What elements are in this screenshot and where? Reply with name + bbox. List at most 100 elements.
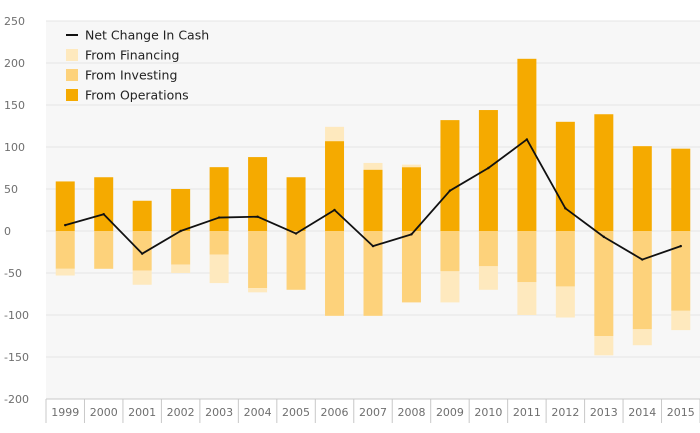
net-change-point [64, 223, 67, 227]
bar-from-operations [325, 141, 345, 231]
bar-from-financing [209, 254, 229, 284]
bar-from-operations [55, 181, 75, 231]
x-tick-label: 2006 [321, 406, 349, 419]
x-tick-label: 2002 [167, 406, 195, 419]
y-tick-label: 150 [4, 99, 25, 112]
bar-from-operations [555, 121, 575, 231]
bar-from-financing [478, 266, 498, 290]
legend-swatch-from-investing [66, 69, 78, 81]
bar-from-investing [248, 231, 268, 289]
bar-from-operations [517, 58, 537, 231]
y-tick-label: 200 [4, 57, 25, 70]
bar-from-operations [478, 110, 498, 231]
net-change-point [602, 235, 606, 239]
net-change-point [140, 252, 144, 255]
bar-from-financing [248, 288, 268, 293]
bar-from-investing [209, 231, 229, 255]
bar-from-investing [94, 231, 114, 269]
bar-from-operations [286, 177, 306, 231]
x-tick-label: 2010 [474, 406, 502, 419]
x-tick-label: 2001 [128, 406, 156, 419]
x-tick-label: 2008 [397, 406, 425, 419]
bar-from-investing [325, 231, 345, 316]
bar-from-operations [94, 177, 114, 231]
bar-from-investing [401, 231, 421, 303]
x-tick-label: 2004 [244, 406, 272, 419]
bar-from-operations [248, 157, 268, 231]
y-tick-label: 100 [4, 141, 25, 154]
bar-from-operations [363, 169, 383, 231]
x-tick-label: 2011 [513, 406, 541, 419]
bar-from-financing [671, 310, 691, 331]
bar-from-financing [401, 164, 421, 168]
bar-from-investing [632, 231, 652, 330]
y-tick-label: 0 [4, 225, 11, 238]
net-change-point [217, 216, 221, 219]
bar-from-operations [401, 167, 421, 231]
bar-from-investing [132, 231, 152, 271]
net-change-point [294, 232, 298, 235]
bar-from-investing [440, 231, 460, 272]
net-change-point [410, 233, 413, 236]
net-change-point [256, 215, 259, 218]
bar-from-operations [671, 148, 691, 231]
x-tick-label: 2015 [667, 406, 695, 419]
net-change-point [179, 229, 182, 233]
bar-from-investing [478, 231, 498, 267]
net-change-point [487, 166, 490, 170]
bar-from-investing [517, 231, 537, 283]
bar-from-financing [55, 268, 75, 276]
x-tick-label: 2007 [359, 406, 387, 419]
bar-from-financing [517, 282, 537, 315]
bar-from-operations [209, 167, 229, 231]
bar-from-financing [171, 264, 191, 273]
bar-from-operations [171, 189, 191, 231]
bar-from-investing [363, 231, 383, 316]
x-tick-label: 2005 [282, 406, 310, 419]
y-tick-label: -200 [4, 393, 29, 406]
legend-label-from-financing: From Financing [85, 48, 179, 63]
legend-swatch-from-operations [66, 89, 78, 101]
x-tick-label: 2012 [551, 406, 579, 419]
legend-label-from-investing: From Investing [85, 68, 177, 83]
bar-from-financing [555, 286, 575, 318]
bar-from-operations [632, 146, 652, 231]
bar-from-investing [286, 231, 306, 290]
bar-from-operations [440, 120, 460, 231]
bar-from-investing [555, 231, 575, 287]
x-tick-label: 2003 [205, 406, 233, 419]
bar-from-financing [594, 336, 614, 356]
x-tick-label: 2009 [436, 406, 464, 419]
bar-from-operations [132, 200, 152, 231]
net-change-point [371, 244, 375, 248]
bar-from-investing [671, 231, 691, 311]
net-change-point [564, 207, 567, 210]
bar-from-investing [55, 231, 75, 269]
legend-label-from-operations: From Operations [85, 88, 189, 103]
bar-from-financing [325, 126, 345, 142]
legend-label-net-change-in-cash: Net Change In Cash [85, 28, 209, 43]
bar-from-investing [171, 231, 191, 265]
net-change-point [641, 258, 644, 261]
x-tick-label: 2013 [590, 406, 618, 419]
net-change-point [679, 244, 682, 248]
x-tick-label: 1999 [51, 406, 79, 419]
bar-from-operations [594, 114, 614, 231]
y-tick-label: -150 [4, 351, 29, 364]
bar-from-financing [632, 329, 652, 346]
bar-from-investing [594, 231, 614, 336]
bar-from-financing [132, 270, 152, 285]
y-tick-label: -50 [4, 267, 22, 280]
y-tick-label: 50 [4, 183, 18, 196]
bar-from-financing [363, 162, 383, 170]
x-tick-label: 2014 [628, 406, 656, 419]
x-tick-label: 2000 [90, 406, 118, 419]
y-tick-label: 250 [4, 15, 25, 28]
net-change-point [102, 213, 105, 216]
net-change-point [525, 138, 529, 141]
net-change-point [448, 189, 452, 192]
bar-from-financing [440, 271, 460, 303]
legend-swatch-from-financing [66, 49, 78, 61]
